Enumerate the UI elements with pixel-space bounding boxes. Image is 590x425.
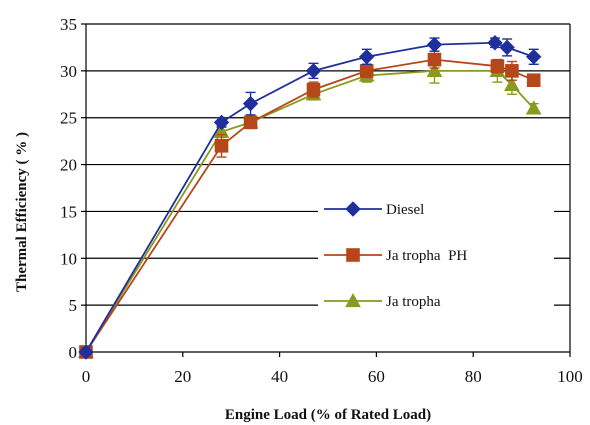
legend: Diesel Ja tropha PH Ja tropha — [318, 184, 554, 324]
data-point-diamond — [525, 49, 542, 65]
y-tick-label: 15 — [60, 202, 77, 221]
data-point-square — [243, 115, 258, 130]
y-axis-title: Thermal Efficiency ( % ) — [14, 132, 30, 292]
y-tick-label: 10 — [60, 249, 77, 268]
x-tick-label: 100 — [557, 367, 583, 386]
x-axis-title: Engine Load (% of Rated Load) — [225, 407, 431, 423]
data-point-square — [306, 82, 321, 97]
data-point-square — [359, 64, 374, 78]
data-point-diamond — [78, 344, 94, 360]
legend-entry-square: Ja tropha PH — [324, 248, 467, 264]
legend-entry-diamond: Diesel — [324, 201, 424, 218]
data-point-diamond — [359, 49, 375, 65]
data-point-diamond — [242, 95, 259, 112]
data-point-diamond — [487, 35, 503, 51]
data-point-triangle — [426, 62, 443, 77]
data-point-square — [526, 73, 541, 88]
legend-label: Diesel — [386, 202, 424, 218]
legend-marker-triangle — [345, 292, 361, 308]
legend-entry-triangle: Ja tropha — [324, 292, 441, 310]
legend-marker-diamond — [345, 201, 361, 217]
y-tick-label: 20 — [60, 156, 77, 175]
data-point-triangle — [504, 76, 520, 92]
legend-marker-square — [346, 248, 360, 262]
legend-label: Ja tropha — [386, 294, 441, 310]
data-point-diamond — [426, 36, 443, 53]
y-tick-label: 5 — [69, 296, 78, 315]
data-point-triangle — [525, 100, 542, 115]
legend-label: Ja tropha PH — [386, 248, 467, 264]
data-point-diamond — [499, 39, 515, 56]
y-tick-label: 30 — [60, 62, 77, 81]
tick-labels: 0 5 10 15 20 25 30 35 0 20 40 60 80 100 — [60, 15, 583, 386]
axes — [81, 23, 571, 357]
data-point-diamond — [305, 63, 322, 79]
x-tick-label: 80 — [465, 367, 482, 386]
data-point-square — [214, 139, 229, 153]
data-point-diamond — [213, 114, 230, 131]
data-series — [78, 35, 542, 360]
data-point-square — [490, 59, 505, 73]
y-tick-label: 0 — [69, 343, 78, 362]
x-tick-label: 0 — [82, 367, 91, 386]
y-tick-label: 25 — [60, 109, 77, 128]
series-diamond — [78, 35, 542, 360]
x-tick-label: 60 — [368, 367, 385, 386]
y-tick-label: 35 — [60, 15, 77, 34]
data-point-square — [505, 64, 519, 78]
x-tick-label: 20 — [174, 367, 191, 386]
x-tick-label: 40 — [271, 367, 288, 386]
data-point-square — [427, 52, 442, 67]
